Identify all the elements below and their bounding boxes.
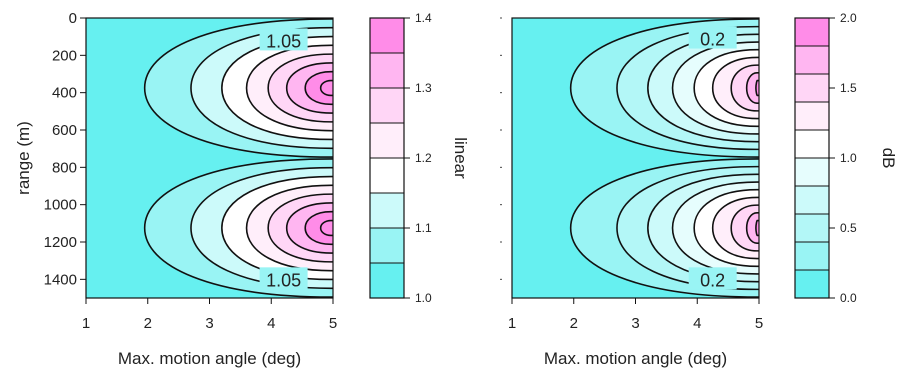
y-tick-label: 0 [69,10,77,27]
x-tick-label: 5 [329,315,337,332]
contour-label-bg [259,267,308,290]
colorbar-band [794,241,830,271]
contour-fields [569,18,759,298]
x-tick-label: 4 [267,315,275,332]
colorbar-band [794,129,830,159]
y-tick-label: 400 [52,85,77,102]
colorbar-band [369,17,405,54]
x-tick-label: 5 [755,315,763,332]
colorbar: 1.0 1.1 1.2 1.3 1.4 linear [369,11,470,305]
y-tick-label: 1000 [44,197,77,214]
colorbar-tick-label: 1.5 [840,81,857,95]
colorbar-band [369,122,405,159]
contour-fields [143,18,333,298]
contour-band [730,204,759,252]
colorbar-tick-label: 1.4 [415,11,432,25]
colorbar-band [794,17,830,47]
colorbar-tick-label: 1.1 [415,221,432,235]
colorbar-band [794,101,830,131]
contour-band [755,79,759,97]
x-axis-label: Max. motion angle (deg) [118,349,301,368]
contour-band [319,219,333,237]
colorbar-tick-label: 1.3 [415,81,432,95]
colorbar-band [794,213,830,243]
colorbar-band [369,192,405,229]
colorbar-band [369,262,405,299]
contour-band [755,219,759,237]
y-axis-label: range (m) [14,121,33,195]
contour-label: 1.05 [266,270,301,290]
colorbar-band [369,157,405,194]
colorbar: 0.0 0.5 1.0 1.5 2.0 dB [794,11,898,305]
y-tick-label: 800 [52,159,77,176]
colorbar-tick-label: 1.0 [840,151,857,165]
colorbar-tick-label: 0.5 [840,221,857,235]
colorbar-band [794,45,830,75]
contour-band [730,64,759,112]
x-tick-label: 2 [570,315,578,332]
x-tick-label: 1 [82,315,90,332]
colorbar-label: linear [451,137,470,179]
contour-band [304,70,333,106]
contour-label-bg [688,267,737,290]
colorbar-band [369,87,405,124]
colorbar-label: dB [879,148,898,169]
contour-label: 0.2 [700,30,725,50]
contour-label-bg [259,28,308,51]
x-tick-label: 2 [144,315,152,332]
colorbar-band [794,73,830,103]
colorbar-band [794,269,830,299]
colorbar-band [794,185,830,215]
contour-band [745,212,759,244]
colorbar-tick-label: 2.0 [840,11,857,25]
colorbar-tick-label: 1.0 [415,291,432,305]
x-axis-label: Max. motion angle (deg) [544,349,727,368]
y-tick-label: 1200 [44,234,77,251]
colorbar-tick-label: 1.2 [415,151,432,165]
y-tick-label: 200 [52,47,77,64]
colorbar-tick-label: 0.0 [840,291,857,305]
y-tick-label: 1400 [44,271,77,288]
colorbar-band [794,157,830,187]
colorbar-band [369,227,405,264]
x-tick-label: 4 [693,315,701,332]
contour-label-bg [688,26,737,49]
contour-band [745,72,759,104]
contour-label: 0.2 [700,270,725,290]
contour-band [319,79,333,97]
left-contour-panel: 1 2 3 4 5 Max. motion angle (deg) 0 200 400 600 80… [14,10,470,368]
x-tick-label: 3 [631,315,639,332]
contour-label: 1.05 [266,31,301,51]
x-tick-label: 1 [508,315,516,332]
right-contour-panel: 1 2 3 4 5 Max. motion angle (deg) 0.2 0.2 0.0 0.5… [500,11,898,368]
y-tick-label: 600 [52,122,77,139]
colorbar-band [369,52,405,89]
contour-band [304,210,333,246]
x-tick-label: 3 [205,315,213,332]
